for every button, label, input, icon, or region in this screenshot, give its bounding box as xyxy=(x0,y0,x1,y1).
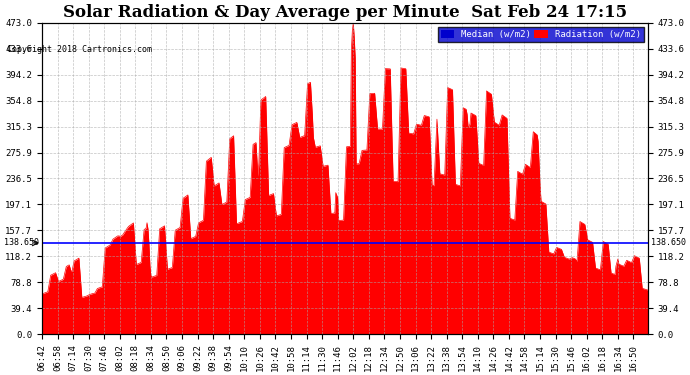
Text: 138.650: 138.650 xyxy=(4,238,39,248)
Text: 138.650: 138.650 xyxy=(651,238,686,248)
Text: Copyright 2018 Cartronics.com: Copyright 2018 Cartronics.com xyxy=(7,45,152,54)
Legend: Median (w/m2), Radiation (w/m2): Median (w/m2), Radiation (w/m2) xyxy=(438,27,644,42)
Title: Solar Radiation & Day Average per Minute  Sat Feb 24 17:15: Solar Radiation & Day Average per Minute… xyxy=(63,4,627,21)
